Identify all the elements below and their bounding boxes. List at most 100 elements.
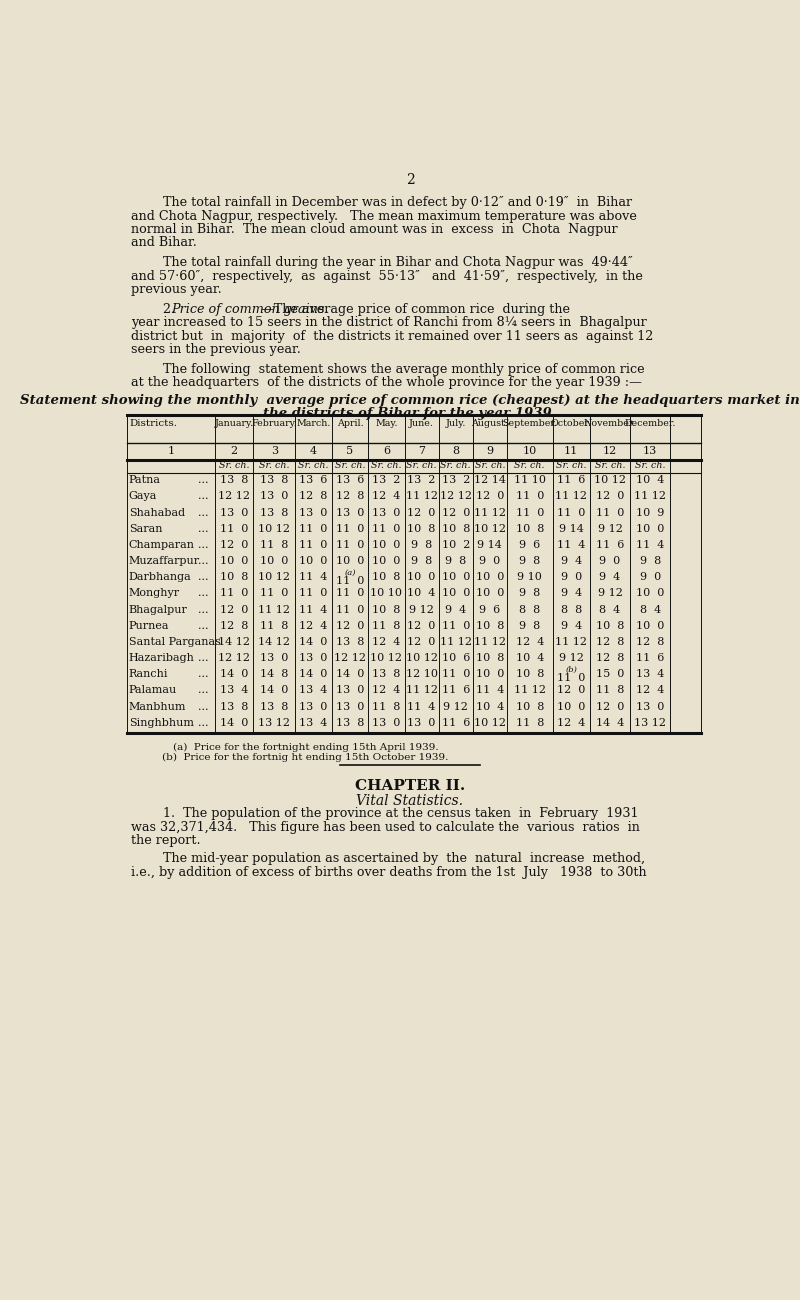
Text: 10  0: 10 0 bbox=[299, 556, 328, 566]
Text: 13  0: 13 0 bbox=[299, 653, 328, 663]
Text: 10  9: 10 9 bbox=[636, 507, 665, 517]
Text: 12 12: 12 12 bbox=[218, 491, 250, 502]
Text: 13  0: 13 0 bbox=[407, 718, 436, 728]
Text: 9  4: 9 4 bbox=[599, 572, 621, 582]
Text: ...: ... bbox=[198, 524, 208, 534]
Text: 10: 10 bbox=[522, 446, 537, 456]
Text: 10  8: 10 8 bbox=[407, 524, 436, 534]
Text: 10  0: 10 0 bbox=[220, 556, 248, 566]
Text: 11: 11 bbox=[564, 446, 578, 456]
Text: 11 12: 11 12 bbox=[406, 685, 438, 696]
Text: 13  2: 13 2 bbox=[372, 476, 401, 485]
Text: 13  6: 13 6 bbox=[299, 476, 328, 485]
Text: 12  8: 12 8 bbox=[596, 637, 624, 647]
Text: 12  8: 12 8 bbox=[299, 491, 328, 502]
Text: 10  0: 10 0 bbox=[372, 540, 401, 550]
Text: and Chota Nagpur, respectively.   The mean maximum temperature was above: and Chota Nagpur, respectively. The mean… bbox=[131, 209, 637, 222]
Text: 10  4: 10 4 bbox=[515, 653, 544, 663]
Text: 9 12: 9 12 bbox=[598, 524, 622, 534]
Text: 14  0: 14 0 bbox=[299, 670, 328, 679]
Text: May.: May. bbox=[375, 419, 398, 428]
Text: March.: March. bbox=[296, 419, 330, 428]
Text: 11 12: 11 12 bbox=[555, 491, 587, 502]
Text: 10  6: 10 6 bbox=[442, 653, 470, 663]
Text: 11  0: 11 0 bbox=[299, 524, 328, 534]
Text: 11 12: 11 12 bbox=[440, 637, 472, 647]
Text: 11 12: 11 12 bbox=[555, 637, 587, 647]
Text: 4: 4 bbox=[310, 446, 317, 456]
Text: 11  4: 11 4 bbox=[557, 540, 586, 550]
Text: Manbhum: Manbhum bbox=[129, 702, 186, 711]
Text: normal in Bihar.  The mean cloud amount was in  excess  in  Chota  Nagpur: normal in Bihar. The mean cloud amount w… bbox=[131, 224, 618, 237]
Text: Price of common grains.: Price of common grains. bbox=[171, 303, 329, 316]
Text: The total rainfall in December was in defect by 0·12″ and 0·19″  in  Bihar: The total rainfall in December was in de… bbox=[131, 196, 632, 209]
Text: 12  0: 12 0 bbox=[407, 637, 436, 647]
Text: 11  6: 11 6 bbox=[442, 718, 470, 728]
Text: 10  0: 10 0 bbox=[442, 589, 470, 598]
Text: 9  8: 9 8 bbox=[640, 556, 661, 566]
Text: 9: 9 bbox=[486, 446, 494, 456]
Text: 9 14: 9 14 bbox=[478, 540, 502, 550]
Text: 10 12: 10 12 bbox=[258, 572, 290, 582]
Text: 14 12: 14 12 bbox=[218, 637, 250, 647]
Text: ...: ... bbox=[198, 556, 208, 566]
Text: 9  4: 9 4 bbox=[561, 620, 582, 630]
Text: 12 12: 12 12 bbox=[440, 491, 472, 502]
Text: 12 14: 12 14 bbox=[474, 476, 506, 485]
Text: 11  4: 11 4 bbox=[299, 572, 328, 582]
Text: 12  0: 12 0 bbox=[476, 491, 504, 502]
Text: 9  8: 9 8 bbox=[519, 589, 540, 598]
Text: ...: ... bbox=[198, 491, 208, 502]
Text: 10  0: 10 0 bbox=[636, 524, 665, 534]
Text: 11  0: 11 0 bbox=[336, 589, 364, 598]
Text: 13  8: 13 8 bbox=[260, 476, 289, 485]
Text: Sr. ch.: Sr. ch. bbox=[635, 462, 666, 471]
Text: 12  4: 12 4 bbox=[557, 718, 586, 728]
Text: 3: 3 bbox=[271, 446, 278, 456]
Text: 11  0: 11 0 bbox=[596, 507, 624, 517]
Text: year increased to 15 seers in the district of Ranchi from 8¼ seers in  Bhagalpur: year increased to 15 seers in the distri… bbox=[131, 316, 646, 329]
Text: 11  0: 11 0 bbox=[515, 507, 544, 517]
Text: 9 12: 9 12 bbox=[598, 589, 622, 598]
Text: ...: ... bbox=[198, 670, 208, 679]
Text: ...: ... bbox=[198, 702, 208, 711]
Text: 8  4: 8 4 bbox=[599, 604, 621, 615]
Text: August.: August. bbox=[471, 419, 508, 428]
Text: the districts of Bihar for the year 1939.: the districts of Bihar for the year 1939… bbox=[263, 407, 557, 420]
Text: 9  4: 9 4 bbox=[561, 589, 582, 598]
Text: Muzaffarpur: Muzaffarpur bbox=[129, 556, 200, 566]
Text: 9  8: 9 8 bbox=[519, 620, 540, 630]
Text: (b)  Price for the fortnig ht ending 15th October 1939.: (b) Price for the fortnig ht ending 15th… bbox=[162, 753, 449, 762]
Text: 10  8: 10 8 bbox=[476, 620, 504, 630]
Text: ...: ... bbox=[198, 476, 208, 485]
Text: December.: December. bbox=[625, 419, 676, 428]
Text: 10  8: 10 8 bbox=[372, 572, 401, 582]
Text: Singhbhum: Singhbhum bbox=[129, 718, 194, 728]
Text: ...: ... bbox=[198, 589, 208, 598]
Text: 11  0: 11 0 bbox=[557, 507, 586, 517]
Text: 11  4: 11 4 bbox=[636, 540, 665, 550]
Text: 14  0: 14 0 bbox=[299, 637, 328, 647]
Text: 8: 8 bbox=[452, 446, 459, 456]
Text: 10  0: 10 0 bbox=[260, 556, 289, 566]
Text: 10  0: 10 0 bbox=[476, 572, 504, 582]
Text: 10 12: 10 12 bbox=[370, 653, 402, 663]
Text: 12  0: 12 0 bbox=[220, 540, 248, 550]
Text: 10 12: 10 12 bbox=[474, 718, 506, 728]
Text: 10  4: 10 4 bbox=[407, 589, 436, 598]
Text: 9  4: 9 4 bbox=[445, 604, 466, 615]
Text: 10  8: 10 8 bbox=[372, 604, 401, 615]
Text: 10 12: 10 12 bbox=[474, 524, 506, 534]
Text: 10  0: 10 0 bbox=[407, 572, 436, 582]
Text: 11 12: 11 12 bbox=[514, 685, 546, 696]
Text: 13  4: 13 4 bbox=[299, 718, 328, 728]
Text: 13  8: 13 8 bbox=[336, 637, 364, 647]
Text: 9  0: 9 0 bbox=[599, 556, 621, 566]
Text: 12  0: 12 0 bbox=[220, 604, 248, 615]
Text: 12  4: 12 4 bbox=[372, 685, 401, 696]
Text: 12  4: 12 4 bbox=[372, 491, 401, 502]
Text: 2: 2 bbox=[230, 446, 238, 456]
Text: —The average price of common rice  during the: —The average price of common rice during… bbox=[262, 303, 570, 316]
Text: (a)  Price for the fortnight ending 15th April 1939.: (a) Price for the fortnight ending 15th … bbox=[173, 744, 438, 753]
Text: 10  8: 10 8 bbox=[515, 524, 544, 534]
